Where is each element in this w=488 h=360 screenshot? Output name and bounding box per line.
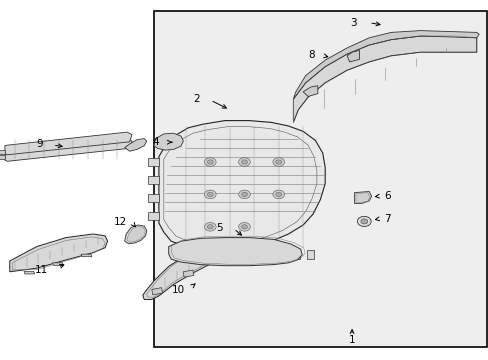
Text: 2: 2 [192,94,199,104]
Circle shape [241,192,247,197]
Polygon shape [142,241,233,300]
Circle shape [357,216,370,226]
Text: 5: 5 [215,222,222,233]
Text: 3: 3 [349,18,356,28]
Circle shape [204,158,216,166]
Polygon shape [0,150,5,154]
Text: 8: 8 [307,50,314,60]
Polygon shape [148,158,159,166]
Circle shape [241,160,247,164]
Text: 12: 12 [114,217,127,228]
Text: 6: 6 [383,191,390,201]
Polygon shape [293,36,476,122]
Polygon shape [183,270,193,277]
Circle shape [238,158,250,166]
Text: 7: 7 [383,214,390,224]
Bar [154,11,486,347]
Polygon shape [291,250,299,259]
Circle shape [207,160,213,164]
Text: 9: 9 [36,139,43,149]
Polygon shape [177,250,184,259]
Circle shape [272,190,284,199]
Polygon shape [24,271,35,274]
Polygon shape [148,176,159,184]
Polygon shape [213,250,221,259]
Polygon shape [354,192,371,203]
Text: 1: 1 [348,335,355,345]
Polygon shape [233,250,241,259]
Polygon shape [252,250,260,259]
Polygon shape [293,31,478,99]
Circle shape [207,225,213,229]
Text: 10: 10 [171,285,184,295]
Polygon shape [10,234,107,272]
Polygon shape [53,263,63,265]
Circle shape [204,222,216,231]
Circle shape [272,158,284,166]
Polygon shape [5,139,132,161]
Polygon shape [194,250,202,259]
Polygon shape [124,225,146,244]
Polygon shape [5,132,132,155]
Polygon shape [346,50,359,62]
Circle shape [204,190,216,199]
Text: 11: 11 [35,265,48,275]
Polygon shape [306,250,314,259]
Polygon shape [151,288,162,295]
Polygon shape [214,252,225,260]
Polygon shape [159,121,325,250]
Circle shape [275,192,281,197]
Polygon shape [168,238,302,266]
Polygon shape [148,194,159,202]
Polygon shape [272,250,280,259]
Circle shape [238,222,250,231]
Polygon shape [303,86,317,96]
Circle shape [241,225,247,229]
Polygon shape [81,254,92,257]
Circle shape [275,160,281,164]
Text: 4: 4 [152,137,159,147]
Polygon shape [148,212,159,220]
Polygon shape [124,139,146,151]
Circle shape [238,190,250,199]
Circle shape [360,219,367,224]
Polygon shape [0,155,5,159]
Polygon shape [154,133,183,150]
Circle shape [207,192,213,197]
